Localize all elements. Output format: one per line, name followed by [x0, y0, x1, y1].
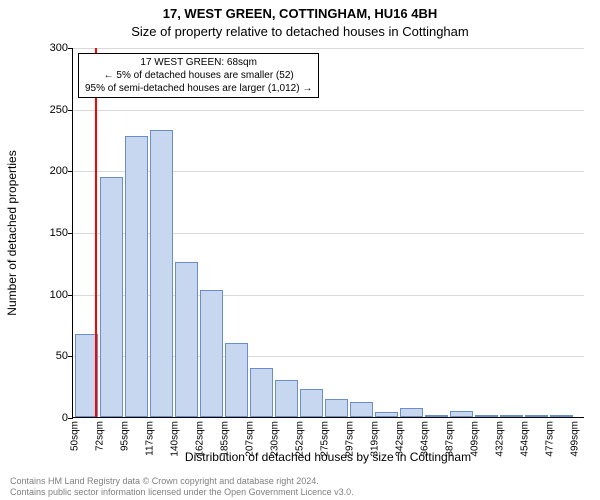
- y-tick-mark: [68, 110, 73, 111]
- histogram-bar: [300, 389, 323, 417]
- y-axis-label: Number of detached properties: [5, 150, 19, 315]
- histogram-bar: [200, 290, 223, 417]
- y-tick-label: 200: [28, 165, 68, 177]
- y-tick-label: 150: [28, 227, 68, 239]
- histogram-bar: [150, 130, 173, 417]
- y-tick-label: 100: [28, 289, 68, 301]
- histogram-bar: [350, 402, 373, 417]
- info-box: 17 WEST GREEN: 68sqm ← 5% of detached ho…: [78, 53, 319, 98]
- x-tick-label: 95sqm: [120, 421, 131, 451]
- histogram-bar: [250, 368, 273, 417]
- footer-line2: Contains public sector information licen…: [10, 487, 354, 498]
- footer-line1: Contains HM Land Registry data © Crown c…: [10, 476, 354, 487]
- x-tick-label: 72sqm: [95, 421, 106, 451]
- histogram-bar: [425, 415, 448, 417]
- histogram-bar: [500, 415, 523, 417]
- y-tick-label: 50: [28, 350, 68, 362]
- histogram-bar: [450, 411, 473, 417]
- grid-line: [73, 48, 584, 49]
- info-box-line1: 17 WEST GREEN: 68sqm: [85, 56, 312, 69]
- histogram-bar: [175, 262, 198, 417]
- histogram-bar: [125, 136, 148, 417]
- y-tick-label: 0: [28, 412, 68, 424]
- y-tick-mark: [68, 171, 73, 172]
- chart-title-line2: Size of property relative to detached ho…: [0, 24, 600, 39]
- y-tick-mark: [68, 295, 73, 296]
- grid-line: [73, 110, 584, 111]
- reference-line: [95, 48, 97, 417]
- y-tick-mark: [68, 356, 73, 357]
- histogram-bar: [325, 399, 348, 418]
- footer-attribution: Contains HM Land Registry data © Crown c…: [10, 476, 354, 498]
- histogram-bar: [525, 415, 548, 417]
- x-axis-label: Distribution of detached houses by size …: [72, 450, 584, 464]
- y-tick-mark: [68, 233, 73, 234]
- histogram-bar: [100, 177, 123, 418]
- y-tick-mark: [68, 48, 73, 49]
- plot-area: 50sqm72sqm95sqm117sqm140sqm162sqm185sqm2…: [72, 48, 584, 418]
- chart-container: 17, WEST GREEN, COTTINGHAM, HU16 4BH Siz…: [0, 0, 600, 500]
- histogram-bar: [225, 343, 248, 417]
- info-box-line2: ← 5% of detached houses are smaller (52): [85, 69, 312, 82]
- y-tick-label: 250: [28, 104, 68, 116]
- histogram-bar: [400, 408, 423, 417]
- histogram-bar: [475, 415, 498, 417]
- histogram-bar: [550, 415, 573, 417]
- info-box-line3: 95% of semi-detached houses are larger (…: [85, 82, 312, 95]
- x-tick-label: 50sqm: [70, 421, 81, 451]
- histogram-bar: [275, 380, 298, 417]
- histogram-bar: [375, 412, 398, 417]
- y-tick-mark: [68, 418, 73, 419]
- y-tick-label: 300: [28, 42, 68, 54]
- chart-title-line1: 17, WEST GREEN, COTTINGHAM, HU16 4BH: [0, 6, 600, 21]
